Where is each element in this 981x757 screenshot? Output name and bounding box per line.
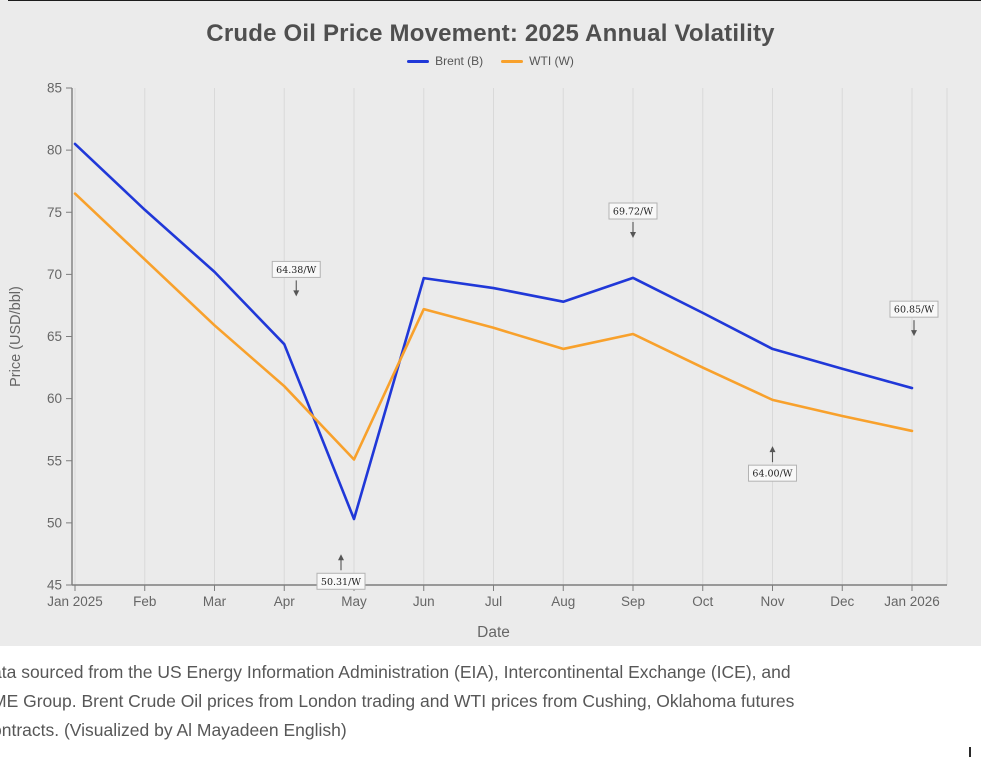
scrollbar-artifact [969, 747, 971, 757]
annotation-box [608, 202, 658, 220]
arrow-up-icon [769, 446, 776, 453]
x-tick-label: Dec [830, 594, 854, 609]
x-tick-label: Mar [203, 594, 227, 609]
arrow-down-icon [911, 330, 917, 337]
x-tick-label: May [341, 594, 367, 609]
x-tick-label: Apr [274, 594, 296, 609]
x-tick-label: Sep [621, 594, 645, 609]
y-tick-label: 85 [47, 81, 62, 96]
x-tick-label: Oct [692, 594, 713, 609]
arrow-down-icon [293, 290, 300, 297]
annotation-box [271, 260, 321, 278]
annotation-box [748, 464, 797, 482]
series-line-brent-b- [73, 142, 914, 521]
annotation-box [316, 572, 366, 590]
annotation-label: 64.00/W [752, 469, 792, 480]
annotation-label: 64.38/W [276, 265, 316, 276]
y-tick-label: 60 [47, 391, 62, 406]
chart-title: Crude Oil Price Movement: 2025 Annual Vo… [206, 20, 775, 47]
caption-line-3: ontracts. (Visualized by Al Mayadeen Eng… [0, 720, 347, 740]
y-tick-label: 75 [47, 205, 62, 220]
annotation-label: 50.31/W [321, 577, 361, 588]
caption-line-1: ata sourced from the US Energy Informati… [0, 662, 791, 682]
x-tick-label: Aug [551, 594, 575, 609]
y-tick-label: 80 [47, 143, 62, 158]
arrow-down-icon [630, 232, 636, 239]
window-top-border [8, 0, 981, 1]
caption-line-2: ME Group. Brent Crude Oil prices from Lo… [0, 691, 795, 711]
annotation-box [889, 300, 939, 318]
wti-line-swatch-icon [501, 59, 524, 63]
legend-item-brent[interactable]: Brent (B) [407, 54, 483, 68]
legend-label-brent: Brent (B) [435, 54, 484, 68]
series-line-wti-w- [73, 192, 914, 461]
brent-line-swatch-icon [407, 59, 430, 63]
chart-panel: Crude Oil Price Movement: 2025 Annual Vo… [0, 0, 981, 646]
y-tick-label: 45 [47, 578, 62, 593]
legend-label-wti: WTI (W) [529, 54, 574, 68]
x-tick-label: Jan 2025 [47, 594, 103, 609]
x-tick-label: Jul [485, 594, 502, 609]
x-tick-label: Jan 2026 [884, 594, 940, 609]
x-tick-label: Feb [133, 594, 156, 609]
x-tick-label: Nov [760, 594, 784, 609]
y-tick-label: 65 [47, 329, 62, 344]
legend-item-wti[interactable]: WTI (W) [501, 54, 574, 68]
source-caption: ata sourced from the US Energy Informati… [0, 646, 981, 745]
y-tick-label: 55 [47, 453, 62, 468]
x-tick-label: Jun [413, 594, 435, 609]
annotation-label: 60.85/W [894, 305, 934, 316]
x-axis-title: Date [477, 624, 510, 641]
y-tick-label: 70 [47, 267, 62, 282]
arrow-up-icon [338, 554, 344, 561]
y-tick-label: 50 [47, 515, 62, 530]
chart-legend: Brent (B) WTI (W) [0, 54, 981, 68]
annotation-label: 69.72/W [613, 207, 653, 218]
y-axis-title: Price (USD/bbl) [8, 286, 24, 387]
price-line-chart: 45 50 55 60 65 70 75 80 85 Jan 2025 Feb Mar Apr May Ju… [8, 81, 948, 641]
